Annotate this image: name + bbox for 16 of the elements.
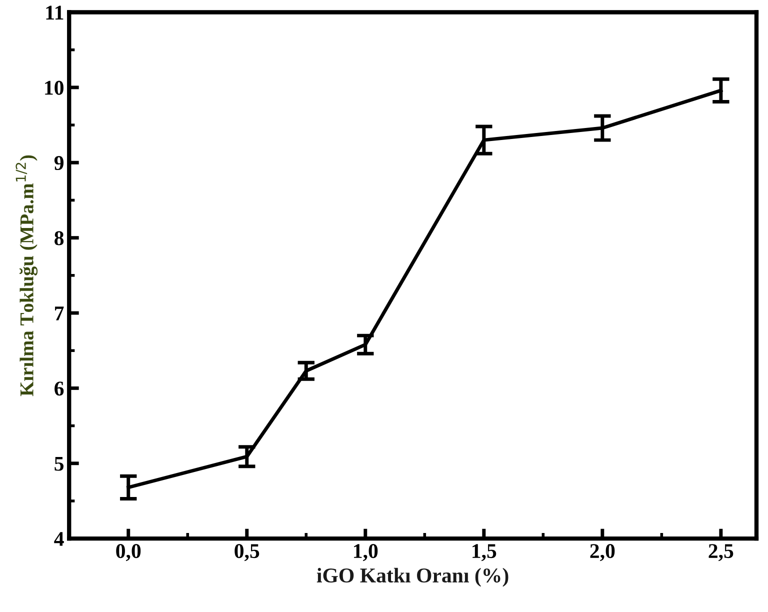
y-tick-label: 10: [45, 80, 64, 95]
y-axis-title: Kırılma Tokluğu (MPa.m$^{1/2}$): [16, 155, 38, 396]
x-tick-label: 2,0: [590, 544, 615, 562]
y-tick-label: 5: [54, 456, 64, 471]
y-tick-label: 6: [54, 382, 64, 396]
y-tick-label: 4: [54, 532, 64, 546]
x-tick-label: 1,0: [354, 544, 378, 562]
y-tick-label: 7: [55, 306, 64, 320]
x-axis-title: iGO Katkı Oranı (%): [316, 568, 508, 587]
y-tick-label: 11: [46, 6, 64, 20]
x-tick-label: 0,0: [116, 544, 141, 562]
y-tick-label: 8: [54, 231, 64, 246]
y-tick-label: 9: [54, 156, 64, 170]
x-tick-label: 0,5: [234, 544, 260, 562]
x-tick-label: 1,5: [472, 544, 496, 562]
x-tick-label: 2,5: [708, 544, 734, 562]
